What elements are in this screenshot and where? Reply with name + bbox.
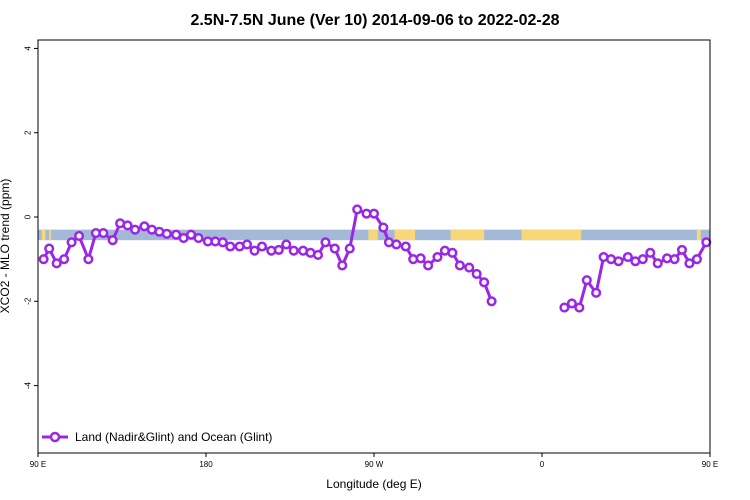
data-point: [447, 247, 458, 258]
data-point: [74, 230, 85, 242]
data-point: [273, 244, 284, 255]
x-tick-label: 180: [199, 460, 213, 469]
y-tick-label: 0: [24, 214, 33, 219]
data-point: [423, 260, 434, 271]
data-point: [591, 287, 602, 298]
data-point: [312, 249, 324, 260]
data-point: [559, 302, 570, 313]
data-point: [652, 258, 663, 269]
data-point: [464, 262, 475, 273]
data-point: [352, 204, 363, 215]
data-point: [38, 254, 49, 265]
data-point: [193, 233, 204, 244]
data-point: [669, 254, 680, 265]
data-point: [391, 239, 402, 250]
data-point: [217, 237, 228, 248]
x-axis: 90 E 180 90 W 0 90 E: [30, 453, 718, 469]
data-point: [66, 237, 77, 248]
data-point: [691, 254, 702, 265]
legend-label: Land (Nadir&Glint) and Ocean (Glint): [75, 430, 272, 444]
legend: Land (Nadir&Glint) and Ocean (Glint): [42, 430, 272, 444]
x-tick-label: 90 E: [702, 460, 718, 469]
y-tick-label: 2: [24, 130, 33, 135]
data-point: [288, 245, 299, 256]
land-segment: [450, 229, 485, 241]
data-point: [44, 243, 55, 254]
data-point: [613, 256, 624, 267]
land-segment: [394, 229, 416, 241]
y-tick-label: -2: [24, 297, 33, 305]
y-axis: 4 2 0 -2 -4: [24, 46, 38, 389]
x-tick-label: 90 W: [365, 460, 384, 469]
x-tick-label: 90 E: [30, 460, 46, 469]
data-point: [566, 298, 577, 309]
x-axis-label: Longitude (deg E): [326, 477, 421, 491]
data-point: [51, 258, 62, 269]
data-point: [378, 222, 389, 233]
data-point: [242, 239, 253, 250]
x-tick-label: 0: [540, 460, 545, 469]
data-point: [432, 251, 443, 263]
data-point: [454, 260, 465, 271]
land-segment: [696, 229, 701, 241]
data-point: [574, 302, 585, 313]
data-point: [368, 208, 380, 219]
plot-frame: [37, 39, 711, 454]
data-point: [471, 268, 482, 279]
data-point: [637, 254, 648, 265]
data-point: [161, 228, 172, 239]
data-point: [400, 241, 411, 252]
data-point: [581, 275, 592, 286]
data-point: [281, 239, 292, 250]
data-point: [701, 237, 712, 248]
data-point: [130, 224, 141, 235]
data-point: [122, 220, 133, 231]
land-segment: [49, 229, 52, 241]
data-point: [256, 241, 268, 252]
data-point: [225, 241, 236, 252]
data-point: [676, 244, 688, 255]
data-point: [320, 237, 331, 248]
data-point: [83, 254, 94, 265]
data-point: [622, 251, 633, 263]
y-tick-label: -4: [24, 381, 33, 389]
chart-title: 2.5N-7.5N June (Ver 10) 2014-09-06 to 20…: [190, 12, 559, 29]
land-ocean-band: [38, 229, 710, 241]
data-point: [337, 260, 348, 271]
data-point: [684, 258, 695, 269]
y-tick-label: 4: [24, 46, 33, 51]
legend-marker: [49, 431, 61, 443]
data-point: [107, 235, 118, 246]
data-point: [59, 254, 70, 265]
land-segment: [41, 229, 46, 241]
data-point: [486, 296, 497, 307]
land-segment: [368, 229, 378, 241]
series-group: [38, 204, 712, 313]
data-point: [479, 277, 490, 288]
data-point: [98, 227, 109, 239]
data-point: [329, 243, 340, 254]
data-point: [344, 243, 355, 254]
data-point: [645, 247, 656, 258]
y-axis-label: XCO2 - MLO trend (ppm): [0, 179, 12, 314]
data-point: [249, 245, 260, 256]
land-segment: [521, 229, 582, 241]
data-point: [415, 253, 426, 264]
